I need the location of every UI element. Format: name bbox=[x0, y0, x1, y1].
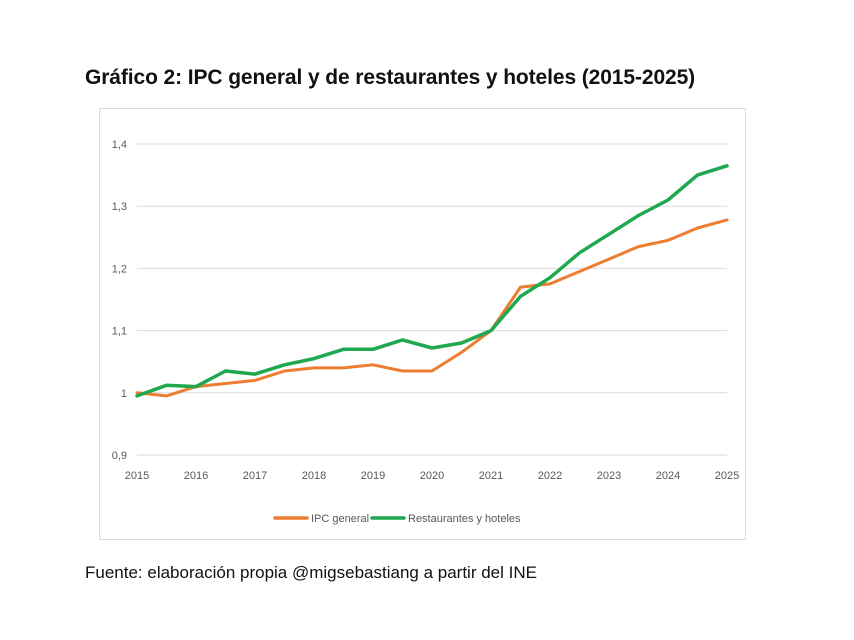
grid-lines bbox=[137, 143, 727, 456]
series-lines bbox=[135, 164, 729, 398]
x-tick-label: 2023 bbox=[597, 470, 621, 482]
legend-label: Restaurantes y hoteles bbox=[408, 513, 521, 525]
y-tick-label: 1 bbox=[121, 388, 127, 400]
y-tick-label: 1,4 bbox=[112, 139, 127, 151]
series-line-ipc-general bbox=[135, 218, 729, 398]
x-tick-label: 2020 bbox=[420, 470, 444, 482]
chart-title: Gráfico 2: IPC general y de restaurantes… bbox=[85, 66, 696, 89]
x-tick-label: 2015 bbox=[125, 470, 149, 482]
x-tick-label: 2018 bbox=[302, 470, 326, 482]
y-tick-label: 1,2 bbox=[112, 263, 127, 275]
y-tick-label: 1,1 bbox=[112, 326, 127, 338]
x-tick-label: 2019 bbox=[361, 470, 385, 482]
series-line-restaurantes-y-hoteles bbox=[135, 164, 729, 398]
chart-area bbox=[99, 108, 746, 540]
source-note: Fuente: elaboración propia @migsebastian… bbox=[85, 563, 537, 582]
y-tick-labels: 0,9 1 1,1 1,2 1,3 1,4 bbox=[112, 139, 127, 462]
x-tick-label: 2021 bbox=[479, 470, 503, 482]
legend-label: IPC general bbox=[311, 513, 369, 525]
legend: IPC general Restaurantes y hoteles bbox=[273, 513, 521, 525]
x-tick-labels: 2015 2016 2017 2018 2019 2020 2021 2022 2023 2024… bbox=[125, 470, 739, 482]
x-tick-label: 2022 bbox=[538, 470, 562, 482]
y-tick-label: 0,9 bbox=[112, 450, 127, 462]
x-tick-label: 2025 bbox=[715, 470, 739, 482]
x-tick-label: 2016 bbox=[184, 470, 208, 482]
y-tick-label: 1,3 bbox=[112, 201, 127, 213]
x-tick-label: 2024 bbox=[656, 470, 680, 482]
x-tick-label: 2017 bbox=[243, 470, 267, 482]
